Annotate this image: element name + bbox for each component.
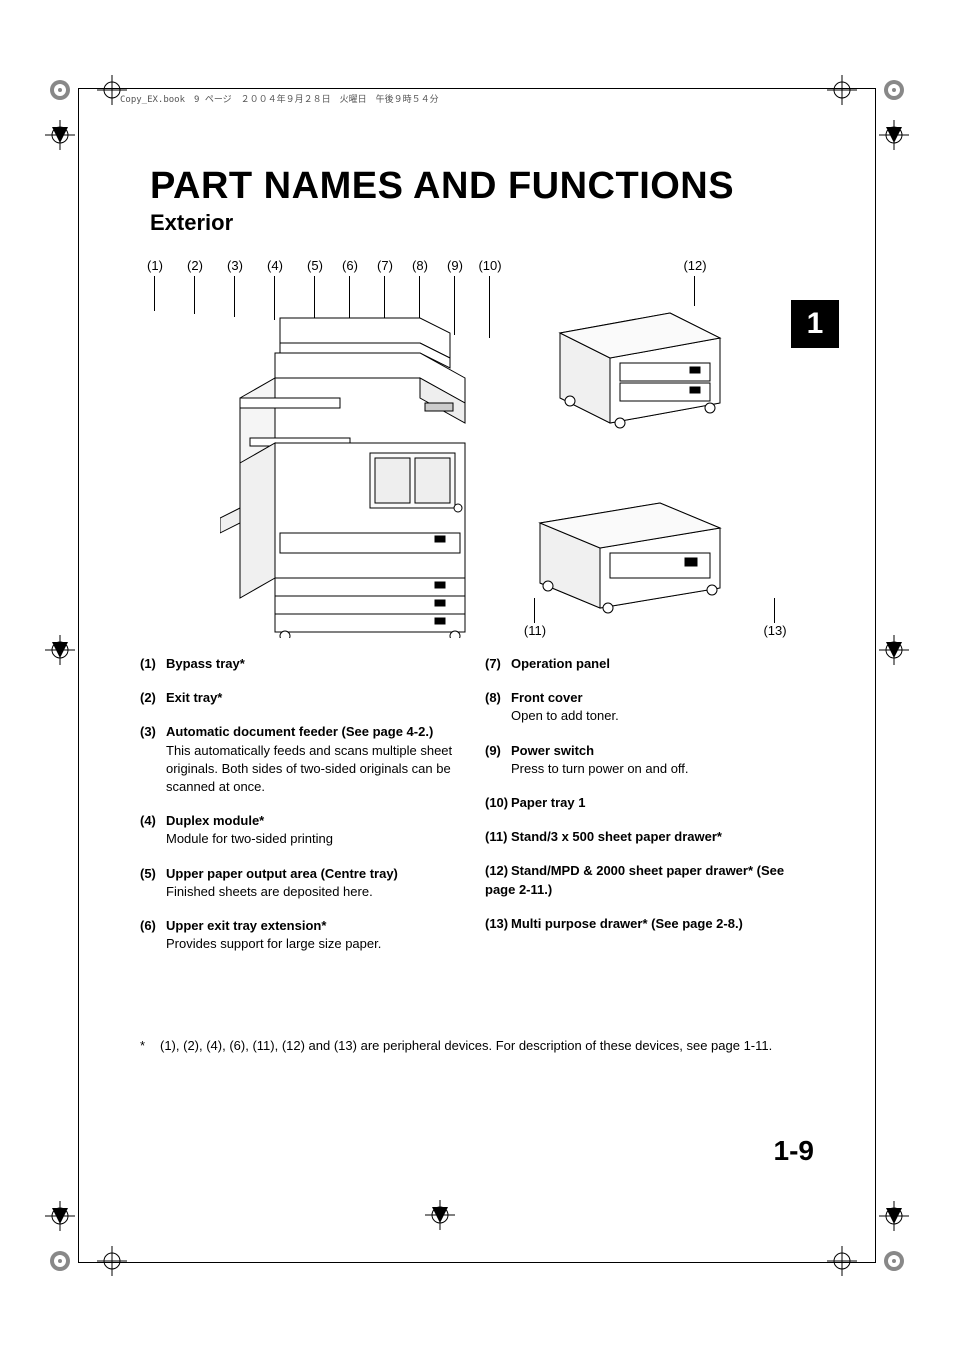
items-left-column: (1)Bypass tray* (2)Exit tray* (3)Automatic…	[140, 655, 455, 969]
item-number: (7)	[485, 655, 511, 673]
item-description: Module for two-sided printing	[166, 830, 455, 848]
item-title: Stand/MPD & 2000 sheet paper drawer* (Se…	[485, 863, 784, 896]
callout-11: (11)	[520, 623, 550, 638]
item-description: Finished sheets are deposited here.	[166, 883, 455, 901]
item-number: (4)	[140, 812, 166, 830]
list-item: (9)Power switch Press to turn power on an…	[485, 742, 800, 778]
list-item: (5)Upper paper output area (Centre tray)…	[140, 865, 455, 901]
item-number: (8)	[485, 689, 511, 707]
callout-5: (5)	[300, 258, 330, 273]
items-right-column: (7)Operation panel (8)Front cover Open to …	[485, 655, 800, 969]
item-number: (5)	[140, 865, 166, 883]
item-title: Upper exit tray extension*	[166, 918, 326, 933]
list-item: (13)Multi purpose drawer* (See page 2-8.…	[485, 915, 800, 933]
item-number: (2)	[140, 689, 166, 707]
list-item: (4)Duplex module* Module for two-sided pr…	[140, 812, 455, 848]
item-description: Press to turn power on and off.	[511, 760, 800, 778]
item-number: (11)	[485, 828, 511, 846]
list-item: (12)Stand/MPD & 2000 sheet paper drawer*…	[485, 862, 800, 898]
callout-13: (13)	[760, 623, 790, 638]
item-number: (10)	[485, 794, 511, 812]
item-title: Front cover	[511, 690, 583, 705]
callout-9: (9)	[440, 258, 470, 273]
callout-6: (6)	[335, 258, 365, 273]
item-title: Upper paper output area (Centre tray)	[166, 866, 398, 881]
list-item: (1)Bypass tray*	[140, 655, 455, 673]
list-item: (6)Upper exit tray extension* Provides su…	[140, 917, 455, 953]
list-item: (7)Operation panel	[485, 655, 800, 673]
diagram-area: (1) (2) (3) (4) (5) (6) (7) (8) (9) (10) (12)	[130, 258, 790, 648]
callout-4: (4)	[260, 258, 290, 273]
items-columns: (1)Bypass tray* (2)Exit tray* (3)Automatic…	[140, 655, 800, 969]
item-title: Power switch	[511, 743, 594, 758]
callout-10: (10)	[475, 258, 505, 273]
footnote-marker: *	[140, 1038, 160, 1053]
list-item: (11)Stand/3 x 500 sheet paper drawer*	[485, 828, 800, 846]
item-number: (3)	[140, 723, 166, 741]
reg-mark-tr-inner	[874, 115, 914, 155]
page-number: 1-9	[774, 1135, 814, 1167]
callout-1: (1)	[140, 258, 170, 273]
reg-mark-top-left	[40, 70, 80, 110]
item-title: Multi purpose drawer* (See page 2-8.)	[511, 916, 743, 931]
item-title: Exit tray*	[166, 690, 222, 705]
callout-8: (8)	[405, 258, 435, 273]
item-title: Bypass tray*	[166, 656, 245, 671]
list-item: (10)Paper tray 1	[485, 794, 800, 812]
item-number: (6)	[140, 917, 166, 935]
item-title: Duplex module*	[166, 813, 264, 828]
item-title: Paper tray 1	[511, 795, 585, 810]
header-meta: Copy_EX.book 9 ページ ２００４年９月２８日 火曜日 午後９時５４…	[120, 92, 439, 105]
chapter-tab: 1	[791, 300, 839, 348]
item-title: Stand/3 x 500 sheet paper drawer*	[511, 829, 722, 844]
callout-7: (7)	[370, 258, 400, 273]
reg-mark-right-mid	[874, 630, 914, 670]
item-description: Open to add toner.	[511, 707, 800, 725]
item-number: (13)	[485, 915, 511, 933]
printer-main-illustration	[220, 308, 490, 638]
page-subtitle: Exterior	[150, 210, 233, 236]
reg-mark-bl-inner	[40, 1196, 80, 1236]
reg-mark-top-right	[874, 70, 914, 110]
printer-side-illustration-2	[530, 498, 730, 618]
item-number: (9)	[485, 742, 511, 760]
list-item: (3)Automatic document feeder (See page 4…	[140, 723, 455, 796]
reg-mark-bottom-right	[874, 1241, 914, 1281]
item-title: Operation panel	[511, 656, 610, 671]
reg-mark-left-mid	[40, 630, 80, 670]
footnote-text: (1), (2), (4), (6), (11), (12) and (13) …	[160, 1038, 772, 1053]
item-description: This automatically feeds and scans multi…	[166, 742, 455, 797]
reg-mark-tl-inner	[40, 115, 80, 155]
item-number: (1)	[140, 655, 166, 673]
footnote: *(1), (2), (4), (6), (11), (12) and (13)…	[140, 1038, 800, 1053]
callout-3: (3)	[220, 258, 250, 273]
printer-side-illustration-1	[550, 303, 730, 433]
list-item: (2)Exit tray*	[140, 689, 455, 707]
reg-mark-br-inner	[874, 1196, 914, 1236]
item-title: Automatic document feeder (See page 4-2.…	[166, 724, 433, 739]
page-title: PART NAMES AND FUNCTIONS	[150, 165, 734, 208]
item-number: (12)	[485, 862, 511, 880]
callout-2: (2)	[180, 258, 210, 273]
callout-12: (12)	[680, 258, 710, 273]
list-item: (8)Front cover Open to add toner.	[485, 689, 800, 725]
reg-mark-bottom-left	[40, 1241, 80, 1281]
item-description: Provides support for large size paper.	[166, 935, 455, 953]
